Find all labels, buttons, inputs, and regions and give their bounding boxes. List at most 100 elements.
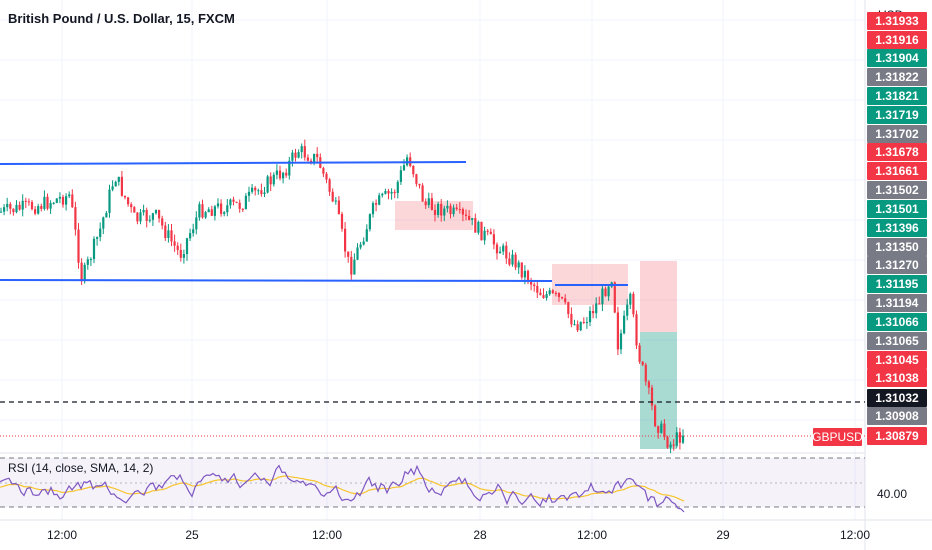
candle-body [198,204,201,218]
candle-body [499,251,502,254]
candle-body [418,183,421,186]
candle-body [530,281,533,285]
candle-body [406,157,409,166]
candle-body [415,174,418,184]
candle-body [170,230,173,242]
candle-body [523,270,526,278]
candle-body [613,282,616,313]
candle-body [161,218,164,226]
candle-body [626,304,629,316]
candle-body [58,196,61,199]
candle-body [350,256,353,275]
rsi-level-label: 40.00 [877,487,908,501]
candle-body [40,206,43,209]
price-label: 1.31194 [867,294,927,312]
candle-body [539,292,542,296]
candle-body [486,230,489,232]
price-label: 1.31822 [867,68,927,86]
candle-body [641,361,644,365]
candle-body [105,212,108,218]
rsi-pane[interactable] [0,457,865,513]
trendlines[interactable] [0,161,865,437]
candle-body [272,174,275,185]
candle-body [30,201,34,210]
candle-body [238,202,241,209]
candle-body [654,405,657,427]
candle-body [275,170,278,175]
candle-body [433,209,437,215]
candle-body [179,249,182,258]
candle-body [629,293,632,305]
candle-body [353,259,356,275]
candle-body [167,230,170,238]
candle-body [452,207,455,215]
candle-body [297,152,300,158]
candle-body [9,203,12,209]
candle-body [455,207,458,210]
candle-body [229,199,232,206]
candle-body [623,315,626,334]
symbol-price-label: GBPUSD [812,428,863,446]
candle-body [92,238,96,260]
candle-body [471,218,474,220]
candle-body [316,153,319,158]
candle-body [650,387,654,406]
candle-body [502,245,505,252]
candle-body [368,214,371,230]
candle-body [89,259,92,261]
short-position-zone [395,201,473,230]
candle-body [570,313,573,325]
candle-body [77,229,80,263]
candle-body [402,165,406,171]
candle-body [15,204,18,213]
candle-body [371,203,375,215]
candle-body [381,193,384,196]
candle-body [592,311,595,314]
candle-body [68,194,71,197]
candle-body [111,186,114,190]
candlesticks[interactable] [0,139,685,454]
candle-body [269,176,272,185]
candle-body [0,211,3,213]
candle-body [362,241,365,245]
candle-body [24,200,27,202]
candle-body [313,153,316,163]
candle-body [607,286,610,297]
candle-body [396,181,399,193]
candle-body [65,196,68,205]
candle-body [213,206,216,216]
candle-body [235,201,238,203]
candle-body [495,244,499,254]
candle-body [266,176,269,193]
candle-body [489,231,492,235]
time-tick-label: 28 [473,528,487,542]
candle-body [644,364,647,382]
price-label: 1.31350 [867,238,927,256]
candle-body [251,187,254,192]
rsi-indicator-title[interactable]: RSI (14, close, SMA, 14, 2) [8,461,154,475]
price-label: 1.31916 [867,31,927,49]
candle-body [3,207,6,212]
candle-body [477,221,480,233]
price-label: 1.31678 [867,143,927,161]
candle-body [582,321,585,323]
candle-body [34,209,37,214]
rsi-ma-line [0,475,685,502]
candle-body [158,209,161,219]
price-label: 1.31396 [867,219,927,237]
candle-body [334,200,337,202]
candle-body [331,191,334,202]
candle-body [666,436,669,448]
candle-body [173,241,176,246]
time-tick-label: 12:00 [839,528,871,542]
candle-body [127,197,130,205]
candle-body [142,209,145,213]
candle-body [393,191,396,193]
candle-body [263,192,266,195]
time-tick-label: 29 [716,528,730,542]
candle-body [464,214,468,216]
candle-body [18,204,21,210]
candle-body [151,213,154,220]
candle-body [437,203,440,215]
